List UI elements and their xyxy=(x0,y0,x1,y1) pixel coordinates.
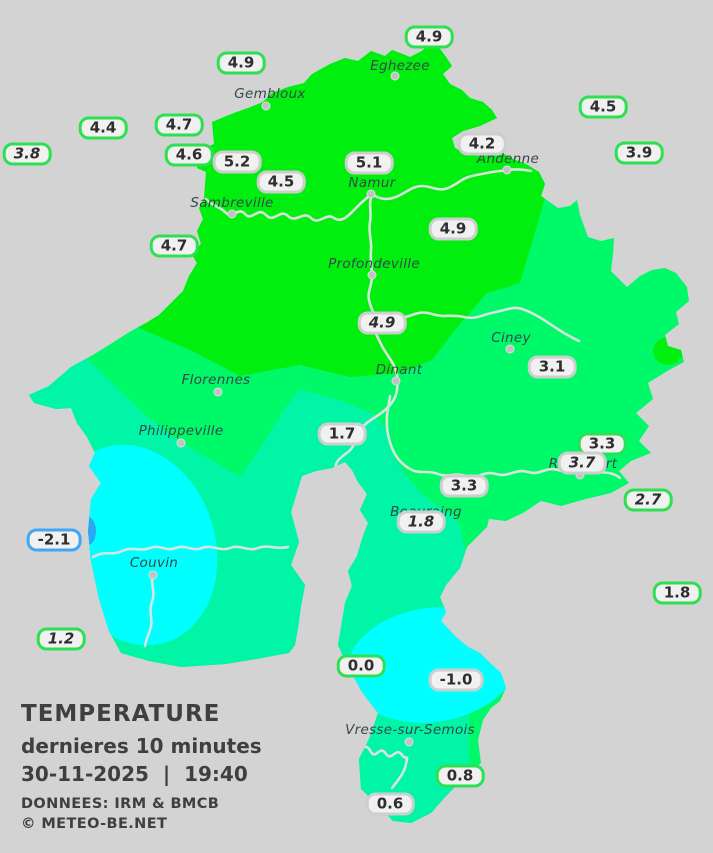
copyright: © METEO-BE.NET xyxy=(21,816,168,832)
city-label: Profondeville xyxy=(328,256,420,272)
city-dot xyxy=(176,438,186,448)
data-source: DONNEES: IRM & BMCB xyxy=(21,796,220,812)
river-couvin-branch xyxy=(143,573,155,648)
temperature-reading: -2.1 xyxy=(26,528,82,552)
river-semois xyxy=(354,745,409,790)
temperature-reading: 4.7 xyxy=(154,113,204,137)
city-label: Florennes xyxy=(181,372,251,388)
temperature-reading: 3.1 xyxy=(527,355,577,379)
temperature-reading: 3.3 xyxy=(439,474,489,498)
river-meuse-east xyxy=(370,168,533,201)
city-dot xyxy=(502,165,512,175)
temperature-reading: 5.1 xyxy=(344,151,394,175)
temperature-reading: 4.2 xyxy=(457,132,507,156)
city-dot xyxy=(367,270,377,280)
city-label: Vresse-sur-Semois xyxy=(345,722,475,738)
city-dot xyxy=(404,737,414,747)
temperature-reading: 3.8 xyxy=(2,142,52,166)
city-dot xyxy=(227,209,237,219)
map-subtitle: dernieres 10 minutes xyxy=(21,734,262,758)
map-title: TEMPERATURE xyxy=(21,701,221,727)
river-meuse-south xyxy=(301,192,399,502)
temperature-reading: 4.9 xyxy=(404,25,454,49)
city-dot xyxy=(213,387,223,397)
city-dot xyxy=(391,376,401,386)
temperature-reading: 0.0 xyxy=(336,654,386,678)
temperature-reading: 1.7 xyxy=(317,422,367,446)
temperature-reading: 0.6 xyxy=(365,792,415,816)
city-dot xyxy=(148,570,158,580)
temperature-reading: 4.9 xyxy=(428,217,478,241)
temperature-reading: 4.9 xyxy=(216,51,266,75)
temperature-reading: 4.5 xyxy=(578,95,628,119)
temperature-reading: 5.2 xyxy=(212,150,262,174)
city-label: Dinant xyxy=(375,362,423,378)
city-dot xyxy=(366,189,376,199)
river-eau-noire xyxy=(91,545,290,559)
temperature-reading: 4.9 xyxy=(357,311,407,335)
temperature-reading: 3.7 xyxy=(557,451,607,475)
city-dot xyxy=(390,71,400,81)
temperature-reading: 1.8 xyxy=(396,510,446,534)
temperature-reading: 3.9 xyxy=(614,141,664,165)
city-label: Namur xyxy=(348,175,396,191)
city-label: Couvin xyxy=(129,555,179,571)
city-label: Eghezee xyxy=(370,58,430,74)
temperature-reading: 4.6 xyxy=(164,143,214,167)
temperature-reading: 1.8 xyxy=(652,581,702,605)
city-label: Sambreville xyxy=(190,195,274,211)
temperature-reading: 4.7 xyxy=(149,234,199,258)
temperature-reading: 4.5 xyxy=(256,170,306,194)
city-label: Gembloux xyxy=(234,86,306,102)
temperature-reading: 2.7 xyxy=(623,488,673,512)
city-label: Philippeville xyxy=(138,423,224,439)
temperature-reading: 1.2 xyxy=(36,627,86,651)
map-datetime: 30-11-2025 | 19:40 xyxy=(21,762,248,786)
temperature-reading: -1.0 xyxy=(428,668,484,692)
temperature-reading: 0.8 xyxy=(435,764,485,788)
city-dot xyxy=(261,101,271,111)
city-label: Ciney xyxy=(491,330,531,346)
temperature-reading: 4.4 xyxy=(78,116,128,140)
title-block: TEMPERATURE dernieres 10 minutes 30-11-2… xyxy=(21,701,262,832)
city-dot xyxy=(505,344,515,354)
